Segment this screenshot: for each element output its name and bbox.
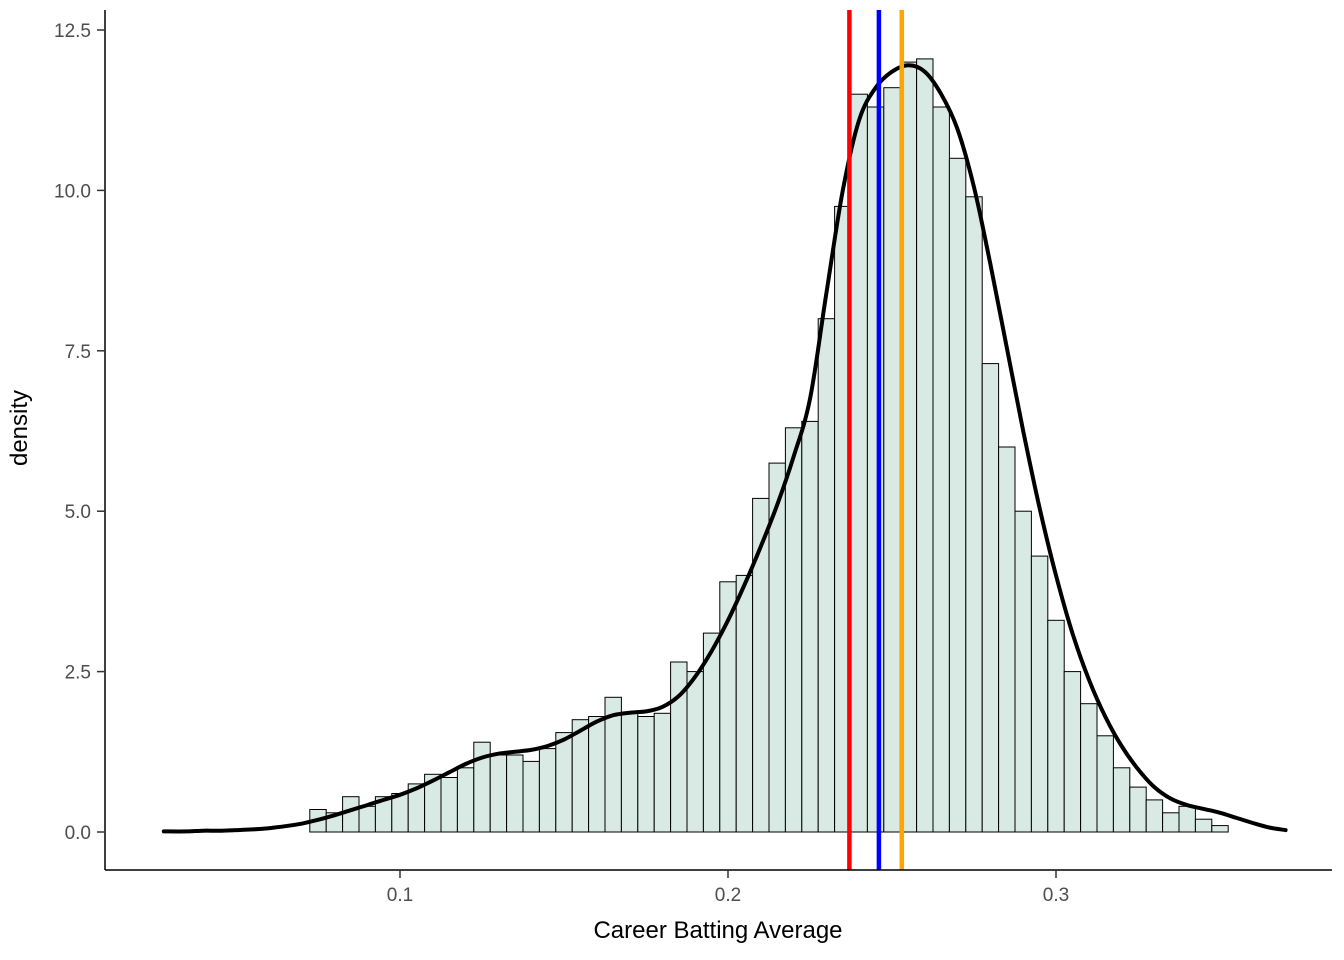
- histogram-bar: [637, 716, 655, 833]
- histogram-bar: [342, 796, 360, 833]
- x-axis-title: Career Batting Average: [593, 917, 842, 944]
- histogram-bar: [571, 719, 590, 833]
- histogram-bar: [981, 363, 1000, 833]
- y-tick-label: 2.5: [65, 663, 91, 684]
- histogram-bar: [1063, 671, 1082, 833]
- histogram-bar: [456, 767, 475, 833]
- histogram-bar: [1194, 818, 1213, 833]
- y-tick-label: 5.0: [65, 502, 91, 523]
- histogram-bar: [555, 732, 573, 833]
- y-tick-label: 7.5: [65, 342, 91, 363]
- histogram-bar: [1096, 735, 1114, 833]
- histogram-bar: [948, 157, 967, 833]
- histogram-bar: [620, 712, 639, 833]
- chart-layer: 0.1 0.2 0.3 0.0 2.5 5.0 7.5 10.0 12.5: [54, 10, 1332, 906]
- histogram-bar: [883, 87, 901, 833]
- histogram-bar: [506, 754, 524, 833]
- histogram-bar: [522, 760, 540, 833]
- histogram-bar: [965, 196, 983, 833]
- y-tick-label: 0.0: [65, 823, 91, 844]
- histogram-bar: [489, 754, 508, 833]
- histogram-bar: [1080, 703, 1098, 833]
- histogram-bar: [538, 748, 557, 833]
- histogram-bar: [932, 106, 950, 833]
- density-curve: [161, 63, 1288, 834]
- y-tick-label: 12.5: [54, 21, 91, 42]
- histogram-bar: [998, 446, 1016, 833]
- histogram-bar: [801, 420, 819, 833]
- histogram-bar: [686, 671, 704, 833]
- histogram-bar: [1112, 767, 1131, 833]
- histogram-bar: [1162, 812, 1180, 833]
- histogram-bar: [358, 805, 376, 833]
- histogram-bar: [1178, 805, 1196, 833]
- histogram-bar: [866, 106, 885, 833]
- histogram-bar: [850, 93, 868, 833]
- x-tick-label: 0.3: [1043, 885, 1069, 906]
- histogram-bar: [1047, 619, 1065, 833]
- histogram-bar: [1211, 825, 1229, 833]
- histogram-bar: [817, 318, 836, 833]
- histogram-bar: [916, 58, 934, 833]
- histogram-bar: [1014, 510, 1032, 833]
- histogram-bar: [735, 574, 754, 833]
- y-axis-title: density: [6, 390, 33, 466]
- histogram-bar: [1145, 799, 1164, 833]
- x-tick-label: 0.2: [715, 885, 741, 906]
- histogram-bar: [1129, 786, 1147, 833]
- histogram-bar: [588, 716, 606, 833]
- histogram-bar: [784, 427, 803, 833]
- histogram-bar: [653, 712, 672, 833]
- x-tick-label: 0.1: [387, 885, 413, 906]
- histogram-bar: [1030, 555, 1049, 833]
- histogram-bar: [391, 793, 409, 833]
- histogram-bar: [440, 777, 458, 833]
- y-tick-label: 10.0: [54, 181, 91, 202]
